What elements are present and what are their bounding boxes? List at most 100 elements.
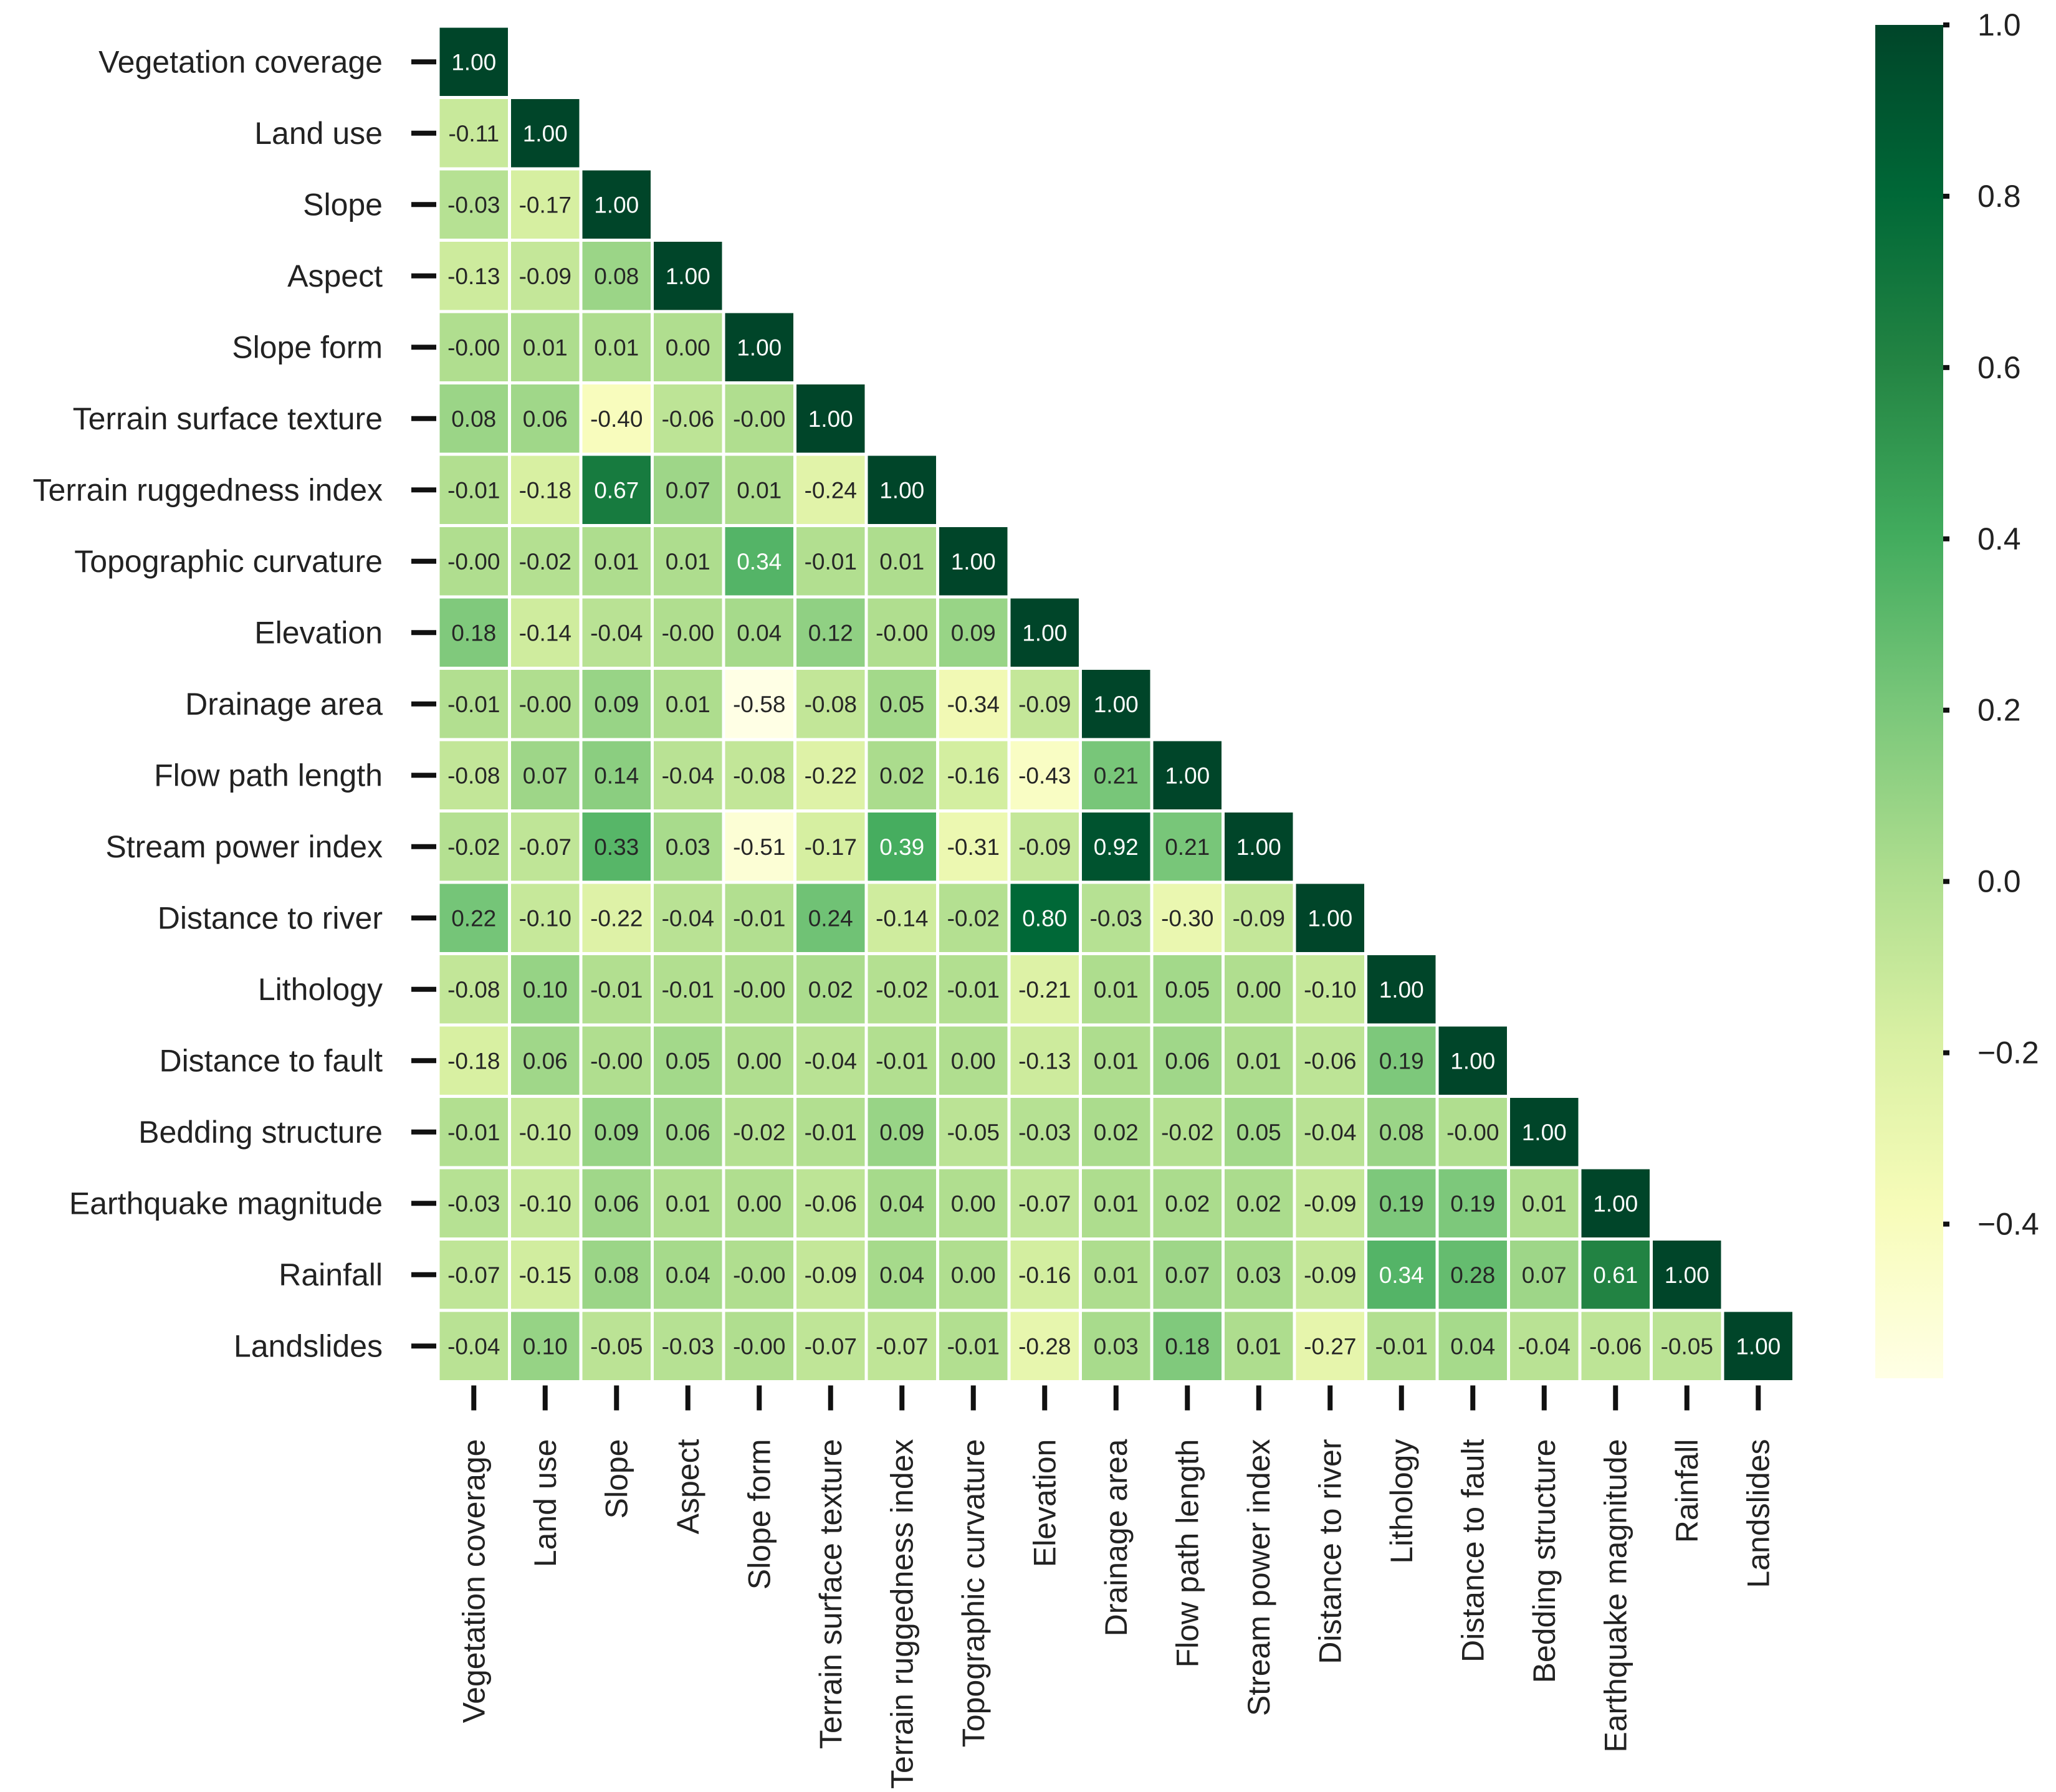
cell-value-label: -0.03 <box>447 1191 500 1216</box>
cell-value-label: 0.00 <box>951 1048 996 1074</box>
cell-value-label: -0.17 <box>519 192 571 217</box>
heatmap-cell <box>511 455 580 524</box>
cell-value-label: -0.00 <box>876 620 928 646</box>
heatmap-cell <box>439 1241 508 1309</box>
heatmap-cell <box>1010 598 1079 667</box>
cell-value-label: -0.09 <box>1018 692 1071 717</box>
cell-value-label: -0.09 <box>1233 905 1285 931</box>
heatmap-cell <box>582 670 651 738</box>
heatmap-cell <box>725 1026 793 1095</box>
cell-value-label: 0.12 <box>808 620 853 646</box>
colorbar-tick-mark <box>1943 707 1949 713</box>
cell-value-label: 0.00 <box>1236 977 1281 1003</box>
row-label: Vegetation coverage <box>98 44 383 79</box>
heatmap-cell <box>796 670 865 738</box>
heatmap-cell <box>796 1026 865 1095</box>
column-label: Slope form <box>742 1439 777 1590</box>
cell-value-label: -0.21 <box>1018 977 1071 1003</box>
heatmap-cell <box>1653 1241 1721 1309</box>
heatmap-cell <box>868 1026 936 1095</box>
cell-value-label: 0.10 <box>523 1333 568 1359</box>
heatmap-cell <box>582 1241 651 1309</box>
heatmap-cell <box>1010 955 1079 1024</box>
cell-value-label: 0.04 <box>879 1262 924 1288</box>
cell-value-label: 0.02 <box>1236 1191 1281 1216</box>
cell-value-label: -0.10 <box>519 905 571 931</box>
cell-value-label: 1.00 <box>737 335 782 360</box>
heatmap-cell <box>1010 741 1079 809</box>
cell-value-label: 0.39 <box>879 834 924 860</box>
heatmap-cell <box>1296 1169 1364 1237</box>
heatmap-cell <box>439 455 508 524</box>
cell-value-label: 1.00 <box>1308 905 1352 931</box>
cell-value-label: -0.04 <box>662 905 714 931</box>
cell-value-label: -0.04 <box>1518 1333 1571 1359</box>
heatmap-cell <box>1153 741 1222 809</box>
row-label: Lithology <box>258 972 383 1007</box>
cell-value-label: 0.07 <box>1165 1262 1210 1288</box>
heatmap-cell <box>439 170 508 239</box>
cell-value-label: -0.06 <box>1304 1048 1356 1074</box>
cell-value-label: -0.16 <box>1018 1262 1071 1288</box>
cell-value-label: -0.24 <box>805 477 857 503</box>
column-label: Distance to river <box>1312 1439 1347 1664</box>
column-tick-mark <box>471 1385 477 1411</box>
heatmap-cell <box>725 955 793 1024</box>
cell-value-label: -0.04 <box>805 1048 857 1074</box>
heatmap-cell <box>868 598 936 667</box>
cell-value-label: 1.00 <box>879 477 924 503</box>
cell-value-label: -0.05 <box>590 1333 643 1359</box>
column-tick-mark <box>1756 1385 1761 1411</box>
heatmap-cell <box>439 670 508 738</box>
heatmap-cell <box>1010 1098 1079 1166</box>
column-label: Elevation <box>1027 1439 1062 1568</box>
row-label: Topographic curvature <box>74 544 383 579</box>
heatmap-cell <box>796 598 865 667</box>
heatmap-cell <box>1296 955 1364 1024</box>
column-label: Land use <box>528 1439 563 1568</box>
heatmap-cell <box>939 598 1008 667</box>
cell-value-label: -0.11 <box>448 121 499 146</box>
cell-value-label: 0.09 <box>951 620 996 646</box>
heatmap-cell <box>939 1026 1008 1095</box>
cell-value-label: 0.01 <box>1094 977 1139 1003</box>
heatmap-cell <box>796 741 865 809</box>
cell-value-label: 0.10 <box>523 977 568 1003</box>
cell-value-label: -0.43 <box>1018 763 1071 788</box>
heatmap-cell <box>1367 1098 1436 1166</box>
column-tick-mark <box>1684 1385 1690 1411</box>
cell-value-label: 0.05 <box>1236 1120 1281 1145</box>
cell-value-label: -0.05 <box>947 1120 1000 1145</box>
cell-value-label: 0.33 <box>594 834 639 860</box>
cell-value-label: 1.00 <box>1665 1262 1709 1288</box>
heatmap-cell <box>511 1241 580 1309</box>
column-tick-mark <box>1541 1385 1547 1411</box>
heatmap-cell <box>1010 1169 1079 1237</box>
cell-value-label: 1.00 <box>1736 1333 1781 1359</box>
cell-value-label: 0.07 <box>1522 1262 1567 1288</box>
heatmap-cell <box>725 884 793 952</box>
heatmap-cell <box>439 1098 508 1166</box>
heatmap-cell <box>511 1169 580 1237</box>
heatmap-cell <box>939 955 1008 1024</box>
cell-value-label: -0.16 <box>947 763 1000 788</box>
cell-value-label: -0.01 <box>947 977 1000 1003</box>
cell-value-label: -0.00 <box>447 549 500 574</box>
cell-value-label: -0.09 <box>1304 1262 1356 1288</box>
heatmap-cell <box>1367 1312 1436 1380</box>
cell-value-label: -0.18 <box>519 477 571 503</box>
cell-value-label: -0.06 <box>662 406 714 432</box>
column-label: Terrain ruggedness index <box>884 1439 919 1789</box>
column-label: Earthquake magnitude <box>1598 1439 1633 1753</box>
cell-value-label: -0.03 <box>1018 1120 1071 1145</box>
cell-value-label: -0.00 <box>519 692 571 717</box>
cell-value-label: 0.19 <box>1379 1048 1424 1074</box>
cell-value-label: -0.02 <box>876 977 928 1003</box>
colorbar: 1.0 0.8 0.6 0.4 0.2 0.0 −0.2 −0.4 <box>1875 7 2039 1378</box>
colorbar-tick-label: 0.6 <box>1977 350 2021 385</box>
heatmap-cell <box>439 598 508 667</box>
cell-value-label: -0.07 <box>519 834 571 860</box>
column-label: Vegetation coverage <box>456 1439 491 1723</box>
row-label: Distance to fault <box>159 1043 383 1078</box>
cell-value-label: 0.34 <box>737 549 782 574</box>
